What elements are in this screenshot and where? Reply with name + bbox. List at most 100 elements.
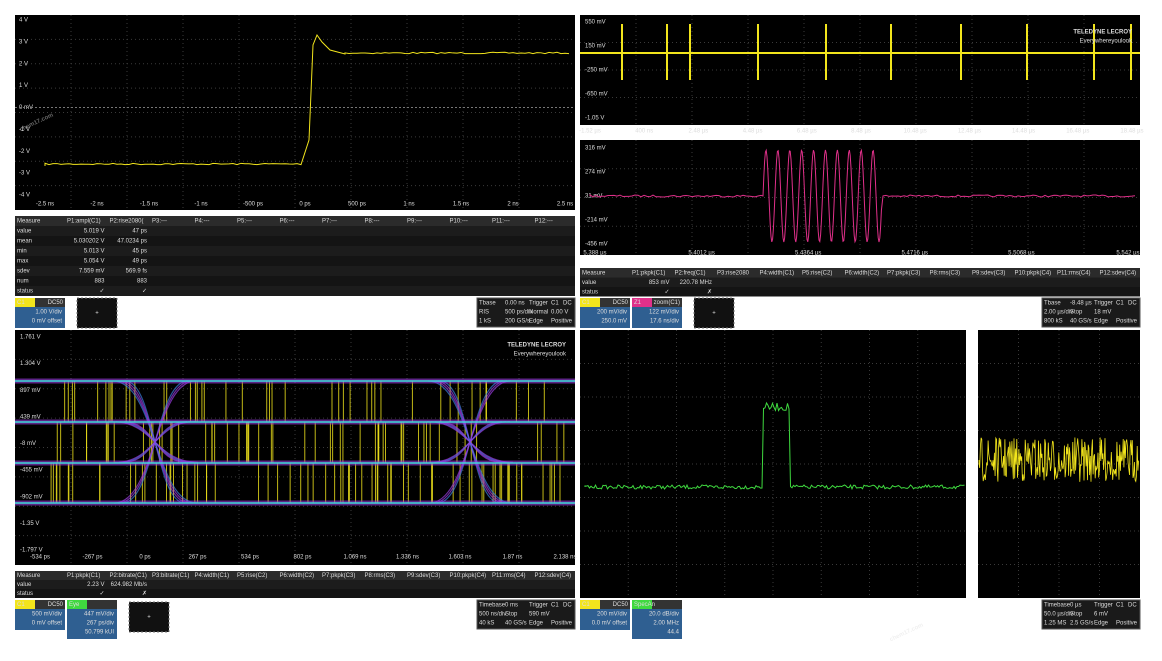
x-axis-label: -1 ns	[194, 202, 207, 208]
add-button[interactable]	[128, 601, 170, 633]
x-axis-label: 2.138 ns	[553, 555, 576, 561]
x-axis-label: 12.48 µs	[958, 129, 981, 135]
timebase-field: C1	[1116, 603, 1124, 609]
measure-value: 2.23 V	[87, 582, 104, 588]
measure-row	[15, 589, 575, 598]
x-axis-label: 14.48 µs	[1012, 129, 1035, 135]
measure-column-header: P8:rms(C3)	[930, 270, 961, 276]
measure-row	[15, 276, 575, 286]
measure-value: ✓	[99, 289, 104, 295]
timebase-field: Stop	[1070, 612, 1083, 618]
timebase-field: 500 ns/div	[479, 612, 506, 618]
channel-coupling: DC50	[613, 300, 629, 306]
y-axis-label: -1.05 V	[585, 116, 604, 122]
channel-setting: 44.4	[667, 630, 679, 636]
timebase-field: Trigger	[529, 603, 548, 609]
channel-tab	[580, 600, 630, 609]
measure-column-header: P5:rise(C2)	[802, 270, 832, 276]
measure-value: ✓	[664, 289, 669, 295]
measure-column-header: P11:rms(C4)	[1057, 270, 1091, 276]
channel-tab	[67, 600, 117, 609]
channel-label-bg	[67, 600, 87, 609]
y-axis-label: -1 V	[19, 127, 30, 133]
channel-coupling: DC50	[48, 300, 64, 306]
timebase-field: 0 ms	[505, 603, 518, 609]
channel-body	[632, 307, 682, 328]
timebase-field: Stop	[505, 612, 518, 618]
channel-tab	[580, 298, 630, 307]
y-axis-label: -214 mV	[585, 218, 608, 224]
timebase-box	[476, 297, 576, 328]
timebase-field: 40 kS	[479, 621, 494, 627]
y-axis-label: -1.797 V	[20, 548, 43, 554]
timebase-field: 590 mV	[529, 612, 550, 618]
channel-setting: 50.799 kUI	[85, 630, 114, 636]
timebase-field: Trigger	[1094, 603, 1113, 609]
measure-header	[15, 571, 575, 580]
channel-setting: 17.6 ns/div	[650, 319, 679, 325]
x-axis-label: 267 ps	[188, 555, 206, 561]
x-axis-label: -2.5 ns	[36, 202, 54, 208]
measure-column-header: P1:pkpk(C1)	[632, 270, 665, 276]
channel-setting: 267 ps/div	[87, 621, 114, 627]
y-axis-label: 4 V	[19, 18, 28, 24]
add-button[interactable]	[76, 297, 118, 329]
add-button-label: +	[95, 311, 99, 317]
channel-tab	[632, 298, 682, 307]
x-axis-label: 4.48 µs	[743, 129, 763, 135]
timebase-field: 40 GS/s	[1070, 319, 1092, 325]
x-axis-label: 534 ps	[241, 555, 259, 561]
measure-column-header: P12:sdev(C4)	[535, 573, 572, 579]
channel-label: C1	[582, 300, 590, 306]
measure-column-header: P4:---	[195, 219, 210, 225]
x-axis-label: 1.87 ns	[503, 555, 523, 561]
measure-column-header: Measure	[17, 219, 41, 225]
measure-value: 853 mV	[649, 280, 670, 286]
x-axis-label: 2.48 µs	[688, 129, 708, 135]
measure-value: ✓	[99, 591, 104, 597]
measure-row	[15, 256, 575, 266]
x-axis-label: -1.52 µs	[579, 129, 601, 135]
x-axis-label: 1.5 ns	[453, 202, 469, 208]
x-axis-label: 2.5 ns	[557, 202, 573, 208]
x-axis-label: -1.5 ns	[140, 202, 158, 208]
channel-label: Eye	[69, 602, 80, 608]
watermark: chem17.com	[889, 622, 924, 643]
timebase-field: 800 kS	[1044, 319, 1063, 325]
measure-column-header: P10:pkpk(C4)	[1015, 270, 1052, 276]
measure-column-header: P4:width(C1)	[760, 270, 795, 276]
y-axis-label: 550 mV	[585, 20, 606, 26]
timebase-field: Positive	[1116, 319, 1138, 325]
measure-row	[15, 286, 575, 296]
y-axis-label: -650 mV	[585, 92, 608, 98]
timebase-field: DC	[1128, 301, 1137, 307]
measure-row	[580, 287, 1140, 297]
measure-row	[15, 266, 575, 276]
measure-row-label: value	[17, 582, 32, 588]
timebase-field: 2.00 µs/div	[1044, 310, 1073, 316]
x-axis-label: 6.48 µs	[797, 129, 817, 135]
x-axis-label: 1.336 ns	[396, 555, 419, 561]
timebase-field: DC	[1128, 603, 1137, 609]
measure-column-header: P6:---	[280, 219, 295, 225]
timebase-field: 50.0 µs/div	[1044, 612, 1073, 618]
y-axis-label: -8 mV	[20, 441, 36, 447]
channel-setting: 447 mV/div	[84, 612, 114, 618]
x-axis-label: 500 ps	[348, 202, 366, 208]
channel-label-bg	[15, 298, 35, 307]
y-axis-label: -3 V	[19, 171, 30, 177]
channel-tab	[15, 298, 65, 307]
measure-row-label: mean	[17, 239, 32, 245]
add-button-label: +	[147, 615, 151, 621]
y-axis-label: -902 mV	[20, 494, 43, 500]
timebase-field: 0 µs	[1070, 603, 1081, 609]
spectrum	[584, 401, 965, 491]
channel-label-bg	[632, 600, 652, 609]
measure-value: 49 ps	[132, 259, 147, 265]
measure-row	[15, 236, 575, 246]
add-button[interactable]	[693, 297, 735, 329]
timebase-field: Tbase	[479, 301, 496, 307]
measure-value: 624.982 Mb/s	[111, 582, 147, 588]
channel-label-bg	[632, 298, 652, 307]
